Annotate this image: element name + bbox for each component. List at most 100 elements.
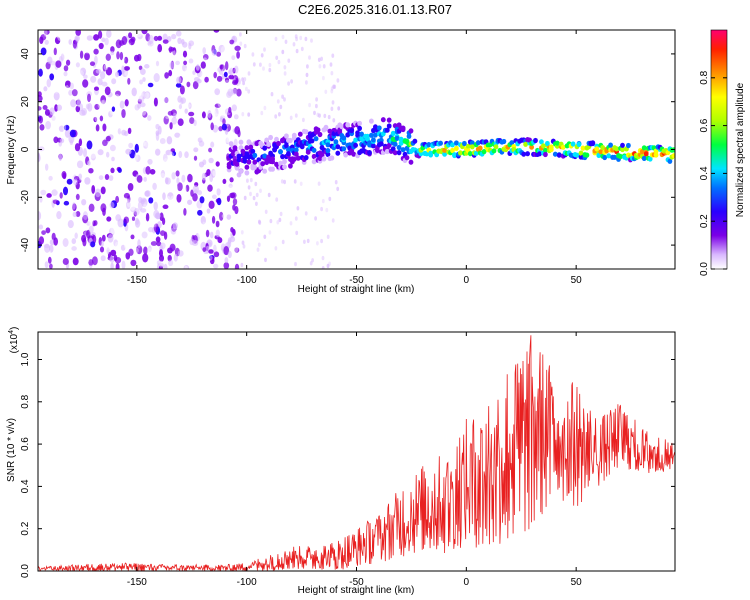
ridge-cell — [501, 138, 507, 145]
noise-cell — [246, 178, 249, 183]
noise-cell — [77, 70, 85, 77]
noise-cell — [71, 89, 78, 97]
noise-cell — [153, 201, 158, 211]
noise-cell — [213, 251, 220, 258]
noise-cell — [171, 151, 177, 157]
noise-cell — [194, 132, 199, 138]
noise-cell — [110, 249, 117, 257]
noise-cell — [89, 61, 96, 66]
noise-cell — [133, 54, 140, 62]
ridge-cell — [359, 131, 364, 137]
noise-cell — [140, 68, 146, 75]
noise-cell — [234, 45, 241, 51]
noise-cell — [174, 132, 181, 138]
noise-cell — [142, 253, 149, 263]
noise-cell — [128, 142, 134, 149]
noise-cell — [226, 135, 232, 143]
noise-cell — [216, 151, 222, 160]
noise-cell — [203, 36, 208, 43]
noise-cell — [46, 193, 52, 198]
ridge-cell — [329, 155, 335, 161]
noise-cell — [76, 160, 84, 169]
noise-cell — [260, 53, 264, 58]
noise-cell — [100, 99, 106, 109]
noise-cell — [111, 156, 115, 162]
ridge-cell — [509, 140, 515, 146]
noise-cell — [100, 186, 106, 195]
noise-cell — [88, 167, 94, 174]
noise-cell — [268, 230, 272, 235]
noise-cell — [210, 141, 215, 148]
noise-cell — [192, 193, 198, 202]
colorbar-tick-label: 0.0 — [699, 262, 710, 276]
noise-cell — [213, 244, 217, 253]
noise-cell — [74, 232, 78, 239]
noise-cell — [331, 100, 335, 105]
ridge-cell — [450, 142, 455, 148]
noise-cell — [143, 262, 148, 269]
noise-cell — [115, 39, 122, 49]
colorbar-tick-label: 0.8 — [699, 70, 710, 84]
noise-cell — [125, 157, 129, 166]
ridge-cell — [343, 152, 349, 158]
noise-cell — [63, 71, 68, 77]
noise-cell — [179, 259, 185, 266]
noise-cell — [208, 147, 213, 153]
noise-cell — [78, 173, 83, 181]
noise-cell — [75, 30, 82, 37]
noise-cell — [189, 238, 195, 246]
ridge-cell — [426, 142, 432, 148]
noise-cell — [75, 211, 81, 217]
noise-cell — [281, 34, 285, 40]
ridge-cell — [639, 149, 645, 155]
y-tick-label: 20 — [20, 96, 31, 108]
ridge-cell — [653, 148, 659, 154]
noise-cell — [326, 234, 330, 239]
noise-cell — [90, 75, 97, 83]
noise-cell — [231, 55, 236, 61]
noise-cell — [202, 221, 206, 230]
ridge-cell — [327, 128, 333, 134]
noise-cell — [85, 103, 90, 110]
noise-cell — [124, 99, 129, 107]
noise-cell — [220, 182, 225, 188]
noise-cell — [160, 170, 166, 179]
noise-cell — [101, 37, 106, 43]
spectrogram-y-axis-label: Frequency (Hz) — [6, 116, 17, 185]
noise-cell — [138, 95, 145, 103]
ridge-cell — [367, 150, 372, 156]
noise-cell — [207, 109, 212, 119]
ridge-cell — [404, 155, 410, 161]
ridge-cell — [278, 160, 283, 166]
noise-cell — [144, 92, 150, 99]
noise-cell — [116, 59, 122, 68]
ridge-cell — [373, 132, 378, 138]
noise-cell — [141, 231, 148, 239]
noise-cell — [47, 56, 53, 65]
noise-cell — [287, 81, 290, 86]
noise-cell — [212, 124, 219, 133]
noise-cell — [131, 87, 137, 97]
noise-cell — [116, 51, 120, 60]
noise-cell — [52, 177, 58, 187]
noise-cell — [172, 184, 179, 192]
noise-cell — [187, 234, 192, 239]
noise-cell — [197, 100, 204, 110]
noise-cell — [56, 104, 63, 111]
noise-cell — [120, 244, 126, 251]
noise-cell — [308, 102, 311, 108]
noise-cell — [182, 64, 187, 72]
noise-cell — [326, 263, 330, 269]
noise-cell — [289, 221, 293, 226]
noise-cell — [100, 102, 104, 108]
noise-cell — [53, 136, 59, 144]
noise-cell — [305, 80, 308, 85]
noise-cell — [58, 153, 63, 162]
ridge-cell — [450, 147, 455, 154]
noise-cell — [178, 104, 183, 110]
ridge-cell — [250, 148, 256, 154]
noise-cell — [114, 140, 119, 147]
noise-cell — [56, 243, 63, 251]
noise-cell — [53, 237, 59, 246]
noise-cell — [243, 77, 247, 82]
